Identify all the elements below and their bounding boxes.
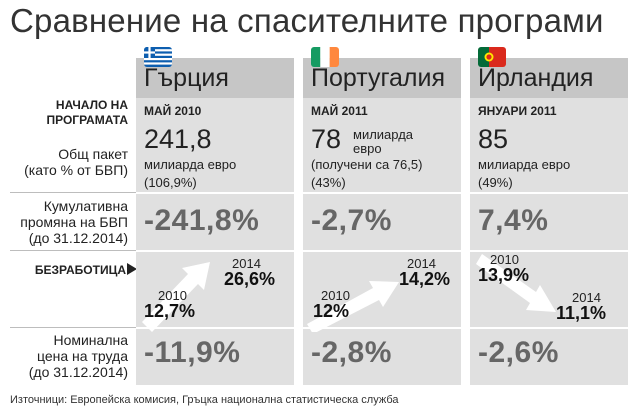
package-unit: милиарда евро: [478, 157, 571, 172]
country-header: Гърция: [136, 58, 294, 98]
row-divider: [10, 250, 136, 251]
gdp-change-value: -241,8%: [144, 204, 260, 237]
country-column-ireland: Ирландия ЯНУАРИ 2011 85 милиарда евро (4…: [470, 47, 628, 385]
package-pct: (43%): [311, 175, 346, 190]
package-amount: 85: [478, 124, 509, 154]
labour-cost-value: -2,6%: [478, 336, 559, 369]
row-divider: [10, 327, 136, 328]
start-date: МАЙ 2011: [311, 104, 368, 118]
gdp-change-value: -2,7%: [311, 204, 392, 237]
country-column-greece: Гърция МАЙ 2010 241,8 милиарда евро (106…: [136, 47, 294, 385]
start-date: МАЙ 2010: [144, 104, 202, 118]
row-label-labour: Номинална цена на труда (до 31.12.2014): [28, 332, 128, 380]
unemployment-to-value: 11,1%: [556, 303, 607, 323]
unemployment-to-year: 2014: [232, 256, 261, 271]
triangle-arrow-icon: [127, 263, 137, 275]
unemployment-from-value: 12%: [313, 301, 350, 321]
unemployment-to-value: 26,6%: [224, 269, 276, 289]
row-label-start: НАЧАЛО НА ПРОГРАМАТА: [46, 98, 128, 127]
labour-cost-value: -11,9%: [144, 336, 241, 369]
labour-cost-value: -2,8%: [311, 336, 392, 369]
start-date: ЯНУАРИ 2011: [478, 104, 557, 118]
source-note: Източници: Европейска комисия, Гръцка на…: [10, 394, 399, 406]
portugal-flag-icon: [478, 47, 506, 67]
unemployment-from-value: 13,9%: [478, 265, 530, 285]
country-column-portugal: Португалия МАЙ 2011 78 милиарда евро (по…: [303, 47, 461, 385]
package-pct: (106,9%): [144, 175, 197, 190]
page-title: Сравнение на спасителните програми: [10, 2, 604, 39]
country-name: Ирландия: [478, 64, 594, 92]
package-unit: милиарда: [353, 127, 414, 142]
unemployment-from-year: 2010: [490, 252, 519, 267]
country-name: Португалия: [311, 64, 446, 92]
row-label-unemployment: БЕЗРАБОТИЦА: [34, 263, 126, 277]
package-amount: 241,8: [144, 124, 212, 154]
ireland-flag-icon: [311, 47, 339, 67]
unemployment-to-year: 2014: [572, 290, 601, 305]
country-name: Гърция: [144, 64, 229, 92]
unemployment-to-year: 2014: [407, 256, 436, 271]
unemployment-from-value: 12,7%: [144, 301, 196, 321]
unemployment-down-arrow-icon: [476, 254, 556, 312]
package-note: (получени са 76,5): [311, 157, 423, 172]
unemployment-up-arrow-icon: [307, 281, 399, 332]
package-unit: евро: [353, 141, 382, 156]
package-unit: милиарда евро: [144, 157, 237, 172]
row-divider: [10, 192, 136, 193]
row-label-package: Общ пакет (като % от БВП): [24, 146, 128, 178]
gdp-change-value: 7,4%: [478, 204, 549, 237]
unemployment-from-year: 2010: [158, 288, 187, 303]
unemployment-to-value: 14,2%: [399, 269, 451, 289]
greece-flag-icon: [144, 47, 172, 67]
package-pct: (49%): [478, 175, 513, 190]
unemployment-up-arrow-icon: [142, 262, 210, 332]
row-label-gdp: Кумулативна промяна на БВП (до 31.12.201…: [20, 198, 128, 246]
package-amount: 78: [311, 124, 342, 154]
unemployment-from-year: 2010: [321, 288, 350, 303]
